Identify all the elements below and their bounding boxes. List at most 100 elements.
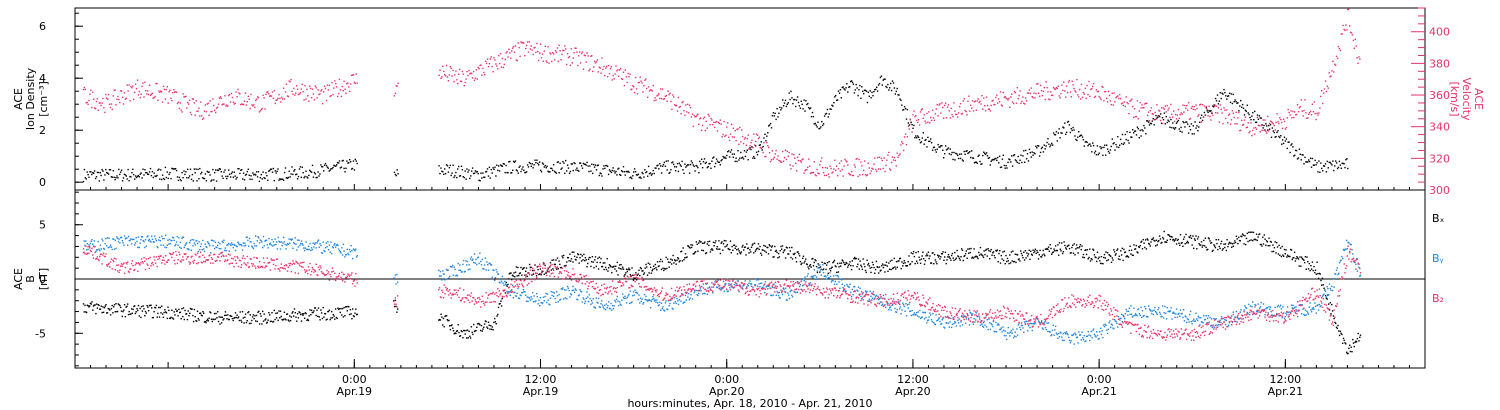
density-point bbox=[1227, 95, 1229, 97]
bx-point bbox=[1151, 238, 1154, 240]
bx-point bbox=[338, 308, 341, 310]
velocity-point bbox=[555, 51, 558, 53]
bx-point bbox=[871, 266, 873, 269]
bx-point bbox=[1110, 261, 1113, 263]
bx-point bbox=[559, 267, 562, 269]
velocity-point bbox=[596, 59, 599, 61]
density-point bbox=[1278, 135, 1280, 138]
velocity-point bbox=[1172, 116, 1174, 118]
velocity-point bbox=[245, 104, 248, 106]
density-point bbox=[1045, 145, 1047, 147]
legend-by: Bᵧ bbox=[1432, 252, 1444, 265]
bx-point bbox=[948, 256, 950, 258]
density-point bbox=[1282, 142, 1285, 145]
velocity-point bbox=[497, 68, 499, 70]
velocity-point bbox=[1106, 101, 1109, 103]
bx-point bbox=[495, 323, 497, 325]
bx-point bbox=[973, 248, 975, 250]
velocity-point bbox=[1268, 130, 1270, 132]
density-point bbox=[588, 170, 590, 173]
bx-point bbox=[252, 314, 255, 316]
velocity-point bbox=[1342, 24, 1344, 27]
density-point bbox=[191, 173, 194, 176]
velocity-point bbox=[529, 48, 532, 50]
bx-point bbox=[1148, 243, 1151, 245]
by-point bbox=[136, 240, 138, 243]
by-point bbox=[442, 270, 444, 272]
density-point bbox=[961, 159, 964, 161]
velocity-point bbox=[780, 161, 782, 163]
density-point bbox=[565, 159, 567, 162]
bx-point bbox=[1295, 257, 1297, 260]
velocity-point bbox=[817, 172, 819, 174]
velocity-point bbox=[1169, 116, 1171, 119]
velocity-point bbox=[273, 89, 275, 92]
velocity-point bbox=[967, 100, 969, 102]
velocity-point bbox=[660, 98, 663, 100]
velocity-point bbox=[1163, 108, 1166, 110]
density-point bbox=[1164, 123, 1166, 125]
bx-point bbox=[1134, 248, 1137, 250]
velocity-point bbox=[846, 161, 848, 163]
density-point bbox=[1001, 158, 1004, 160]
by-point bbox=[493, 269, 495, 272]
velocity-point bbox=[1092, 82, 1095, 85]
bx-point bbox=[983, 250, 985, 252]
velocity-point bbox=[1044, 98, 1046, 101]
bx-point bbox=[932, 252, 934, 254]
density-point bbox=[1171, 127, 1173, 129]
bx-point bbox=[459, 335, 462, 337]
density-point bbox=[1137, 128, 1139, 130]
by-point bbox=[666, 308, 668, 310]
density-point bbox=[656, 165, 658, 167]
velocity-point bbox=[1009, 106, 1011, 109]
density-point bbox=[1161, 117, 1164, 119]
density-point bbox=[640, 177, 642, 179]
by-point bbox=[229, 243, 231, 245]
density-point bbox=[893, 87, 896, 89]
by-point bbox=[693, 291, 695, 294]
top-left-ylabel-line2: Ion Density bbox=[24, 67, 37, 130]
density-point bbox=[1209, 110, 1211, 113]
bx-point bbox=[499, 302, 501, 305]
bx-point bbox=[293, 315, 295, 317]
bx-point bbox=[458, 331, 460, 334]
velocity-point bbox=[129, 100, 131, 102]
bx-point bbox=[749, 249, 751, 251]
density-point bbox=[906, 108, 909, 111]
density-point bbox=[895, 90, 897, 93]
velocity-point bbox=[446, 76, 449, 78]
bx-point bbox=[791, 246, 793, 249]
velocity-point bbox=[1317, 114, 1319, 116]
velocity-point bbox=[143, 96, 145, 98]
velocity-point bbox=[106, 97, 108, 99]
velocity-point bbox=[622, 71, 625, 73]
bx-point bbox=[335, 316, 338, 319]
by-point bbox=[662, 306, 664, 308]
velocity-point bbox=[1176, 114, 1179, 116]
bx-point bbox=[1103, 256, 1105, 259]
density-point bbox=[627, 170, 629, 172]
by-point bbox=[274, 238, 276, 240]
density-point bbox=[1302, 154, 1304, 156]
by-point bbox=[512, 297, 514, 299]
velocity-point bbox=[912, 114, 914, 116]
by-point bbox=[687, 296, 689, 298]
velocity-point bbox=[1068, 79, 1071, 82]
bx-point bbox=[860, 266, 863, 268]
by-point bbox=[684, 294, 687, 297]
by-point bbox=[86, 243, 88, 245]
bx-point bbox=[542, 262, 545, 264]
velocity-point bbox=[469, 73, 471, 75]
velocity-point bbox=[502, 66, 505, 69]
velocity-point bbox=[884, 170, 886, 173]
velocity-point bbox=[480, 64, 482, 66]
velocity-point bbox=[251, 104, 253, 106]
density-point bbox=[948, 153, 950, 155]
density-point bbox=[1000, 166, 1003, 168]
velocity-point bbox=[188, 99, 191, 102]
velocity-point bbox=[741, 129, 743, 131]
density-point bbox=[220, 171, 222, 173]
density-point bbox=[649, 172, 652, 174]
bx-point bbox=[611, 271, 613, 274]
